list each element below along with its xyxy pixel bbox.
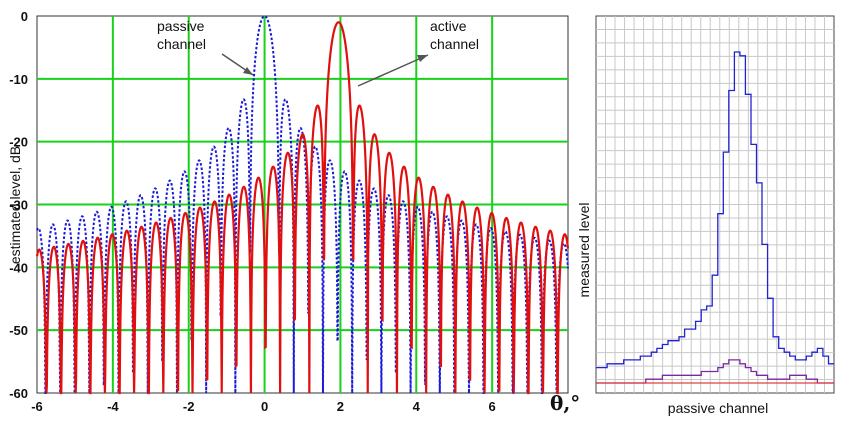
- y-axis-label: estimated level, dB: [7, 146, 23, 264]
- series-passive: [36, 14, 569, 394]
- plot-series: [35, 14, 570, 395]
- x-tick-label: 2: [337, 399, 344, 414]
- passive-arrowhead: [243, 67, 253, 75]
- y-tick-label: -30: [9, 198, 28, 213]
- active-annotation: active channel: [357, 18, 479, 87]
- active-arrow: [357, 54, 429, 87]
- y-tick-label: -20: [9, 135, 28, 150]
- y-tick-label: 0: [21, 9, 28, 24]
- plot-ticks: -6 -4 -2 0 2 4 60-10-20-30-40-50-60: [9, 9, 496, 414]
- x-tick-label: 6: [489, 399, 496, 414]
- x-tick-label: 0: [261, 399, 268, 414]
- y-tick-label: -40: [9, 260, 28, 275]
- measured-x-axis-label: passive channel: [668, 400, 768, 416]
- y-tick-label: -60: [9, 386, 28, 401]
- active-arrowhead: [417, 55, 428, 62]
- series-active: [35, 21, 570, 395]
- active-annotation-line2: channel: [430, 36, 479, 52]
- measured-grid: [596, 16, 834, 393]
- x-tick-label: -2: [183, 399, 195, 414]
- y-tick-label: -50: [9, 323, 28, 338]
- x-tick-label: -4: [107, 399, 119, 414]
- passive-annotation: passive channel: [157, 18, 254, 76]
- plot-grid: [37, 16, 568, 393]
- measured-series: [596, 51, 834, 384]
- passive-annotation-line2: channel: [157, 36, 206, 52]
- x-tick-label: 4: [413, 399, 421, 414]
- measured-series-0: [596, 51, 834, 369]
- active-annotation-line1: active: [430, 18, 467, 34]
- measured-series-1: [596, 359, 834, 384]
- x-axis-label: θ,°: [550, 391, 580, 415]
- y-tick-label: -10: [9, 72, 28, 87]
- x-tick-label: -6: [31, 399, 43, 414]
- measured-y-axis-label: measured level: [576, 203, 592, 298]
- passive-annotation-line1: passive: [157, 18, 205, 34]
